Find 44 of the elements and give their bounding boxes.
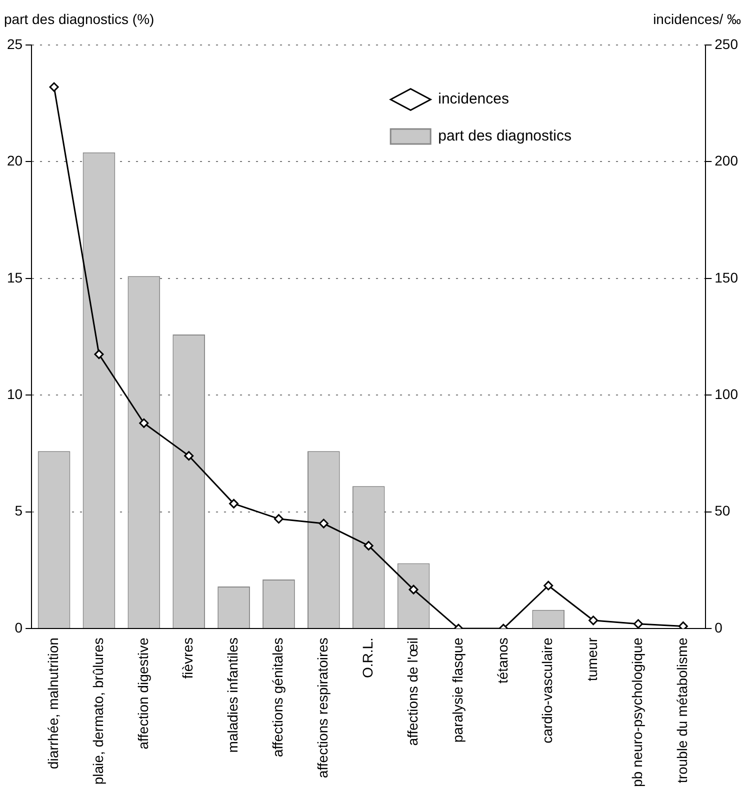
y-tick-label: 25 <box>6 36 23 52</box>
x-tick-label: cardio-vasculaire <box>539 637 556 744</box>
point <box>678 621 688 629</box>
point <box>633 619 643 629</box>
point <box>274 514 284 524</box>
point <box>229 498 239 508</box>
legend-label: incidences <box>438 90 509 108</box>
x-tick-label: trouble du métabolisme <box>674 637 690 784</box>
y-axis-title: part des diagnostics (%) <box>4 10 154 27</box>
x-tick-label: affections respiratoires <box>314 638 331 778</box>
point <box>588 616 598 626</box>
x-tick-label: fièvres <box>180 638 196 679</box>
y-tick-label: 20 <box>6 152 23 169</box>
point <box>364 540 374 550</box>
point <box>184 451 194 461</box>
x-tick-label: affection digestive <box>134 637 151 750</box>
point <box>318 518 328 528</box>
y2-tick-label: 50 <box>714 502 730 519</box>
x-tick-label: maladies infantiles <box>224 638 241 753</box>
y2-tick-label: 0 <box>714 619 723 636</box>
y-tick-label: 5 <box>14 502 23 519</box>
x-tick-label: tumeur <box>584 637 600 682</box>
x-tick-label: O.R.L. <box>359 638 376 678</box>
y-tick-label: 10 <box>6 386 23 402</box>
point <box>94 350 104 360</box>
point <box>408 584 418 594</box>
x-tick-label: paralysie flasque <box>449 637 466 743</box>
y2-tick-label: 250 <box>714 36 738 52</box>
y2-tick-label: 100 <box>714 386 738 402</box>
x-tick-label: affections génitales <box>270 638 286 758</box>
y2-axis-title: incidences/ ‰ <box>653 10 741 27</box>
x-tick-label: plaie, dermato, brûlures <box>90 638 106 785</box>
y2-tick-label: 200 <box>714 152 738 169</box>
point <box>544 580 554 590</box>
y-tick-label: 0 <box>14 619 23 636</box>
legend-label: part des diagnostics <box>438 128 572 145</box>
x-tick-label: pb neuro-psychologique <box>629 637 646 788</box>
x-tick-label: tétanos <box>494 638 510 684</box>
x-tick-label: diarrhée, malnutrition <box>44 638 61 770</box>
x-tick-label: affections de l'œil <box>404 638 420 746</box>
y-tick-label: 15 <box>6 269 23 286</box>
point <box>139 418 149 428</box>
y2-tick-label: 150 <box>714 269 738 286</box>
point <box>49 82 59 92</box>
